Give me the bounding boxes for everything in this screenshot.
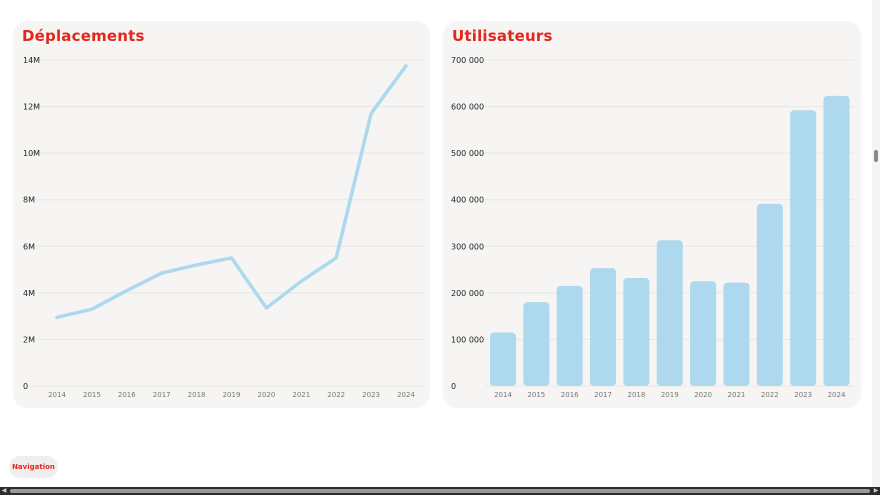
x-tick-label: 2021 bbox=[728, 391, 746, 399]
y-tick-label: 14M bbox=[23, 56, 40, 65]
x-tick-label: 2024 bbox=[397, 391, 415, 399]
users-chart-title: Utilisateurs bbox=[452, 27, 553, 45]
y-tick-label: 500 000 bbox=[451, 149, 484, 158]
x-tick-label: 2017 bbox=[594, 391, 612, 399]
users-chart-card: Utilisateurs 0 100 000 200 000 300 000 400 0… bbox=[443, 21, 861, 408]
users-bar-chart: 0 100 000 200 000 300 000 400 000 500 000 600 … bbox=[451, 56, 855, 399]
x-tick-label: 2019 bbox=[223, 391, 241, 399]
x-tick-label: 2016 bbox=[561, 391, 579, 399]
y-tick-label: 8M bbox=[23, 196, 35, 205]
y-tick-label: 4M bbox=[23, 289, 35, 298]
y-tick-label: 300 000 bbox=[451, 242, 484, 251]
x-tick-label: 2020 bbox=[257, 391, 275, 399]
horizontal-scrollbar[interactable]: ◀ ▶ bbox=[0, 487, 880, 495]
users-bar bbox=[723, 282, 750, 386]
users-bar bbox=[690, 281, 717, 386]
trips-chart-title: Déplacements bbox=[22, 27, 145, 45]
x-tick-label: 2017 bbox=[153, 391, 171, 399]
users-bar bbox=[790, 110, 817, 386]
navigation-button[interactable]: Navigation bbox=[9, 456, 58, 478]
scroll-left-arrow-icon[interactable]: ◀ bbox=[1, 488, 7, 494]
x-tick-label: 2016 bbox=[118, 391, 136, 399]
y-tick-label: 200 000 bbox=[451, 289, 484, 298]
horizontal-scrollbar-thumb[interactable] bbox=[10, 489, 870, 493]
vertical-scrollbar[interactable] bbox=[872, 0, 880, 487]
trips-series-line bbox=[55, 64, 408, 320]
x-tick-label: 2015 bbox=[83, 391, 101, 399]
x-tick-label: 2021 bbox=[292, 391, 310, 399]
x-tick-label: 2018 bbox=[188, 391, 206, 399]
y-tick-label: 100 000 bbox=[451, 335, 484, 344]
scroll-right-arrow-icon[interactable]: ▶ bbox=[873, 488, 879, 494]
x-tick-label: 2015 bbox=[527, 391, 545, 399]
users-bar bbox=[623, 277, 650, 386]
users-bar bbox=[756, 203, 783, 386]
y-tick-label: 10M bbox=[23, 149, 40, 158]
y-tick-label: 0 bbox=[23, 382, 28, 391]
y-tick-label: 2M bbox=[23, 335, 35, 344]
users-bar bbox=[656, 240, 683, 386]
y-tick-label: 600 000 bbox=[451, 103, 484, 112]
x-tick-label: 2020 bbox=[694, 391, 712, 399]
x-tick-label: 2023 bbox=[794, 391, 812, 399]
x-tick-label: 2024 bbox=[828, 391, 846, 399]
trips-chart-card: Déplacements 0 2M 4M 6M 8M 10M 12M 14M 2014 2015 2… bbox=[13, 21, 430, 408]
users-bar bbox=[490, 332, 516, 386]
trips-line-chart: 0 2M 4M 6M 8M 10M 12M 14M 2014 2015 2016 2017 2018 20… bbox=[23, 56, 425, 399]
x-tick-label: 2022 bbox=[327, 391, 345, 399]
x-tick-label: 2018 bbox=[627, 391, 645, 399]
y-tick-label: 400 000 bbox=[451, 196, 484, 205]
y-tick-label: 700 000 bbox=[451, 56, 484, 65]
x-tick-label: 2014 bbox=[494, 391, 512, 399]
vertical-scrollbar-thumb[interactable] bbox=[874, 150, 878, 162]
users-bar bbox=[590, 268, 617, 386]
users-bar bbox=[556, 285, 583, 386]
users-bar bbox=[823, 95, 850, 387]
y-tick-label: 0 bbox=[451, 382, 456, 391]
y-tick-label: 6M bbox=[23, 242, 35, 251]
x-tick-label: 2022 bbox=[761, 391, 779, 399]
x-tick-label: 2019 bbox=[661, 391, 679, 399]
y-tick-label: 12M bbox=[23, 103, 40, 112]
x-tick-label: 2014 bbox=[48, 391, 66, 399]
x-tick-label: 2023 bbox=[362, 391, 380, 399]
users-bar bbox=[523, 302, 550, 386]
